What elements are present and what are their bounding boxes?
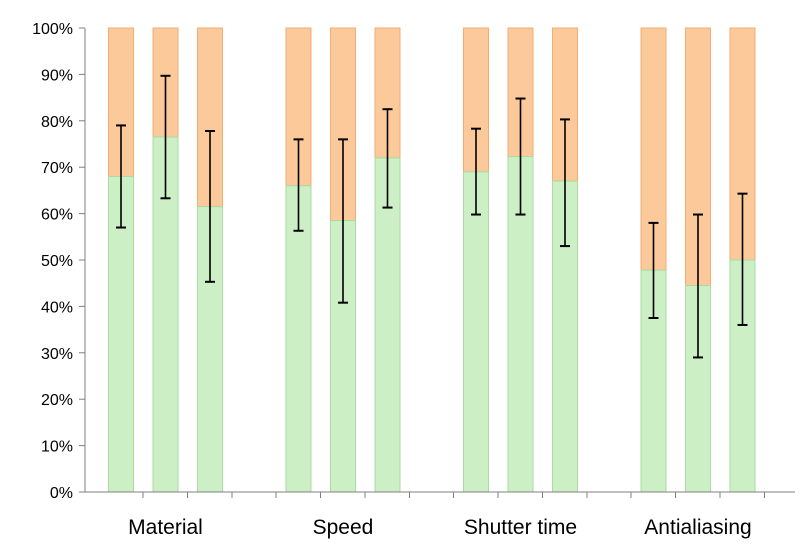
y-tick-label: 70% <box>41 160 73 177</box>
labels: 0% 10% 20% 30% 40% 50% 60% 70% 80% 90% 100% Materia… <box>32 21 752 539</box>
x-category-label: Speed <box>313 516 374 539</box>
x-category-label: Antialiasing <box>644 516 751 539</box>
error-bar <box>338 138 348 304</box>
bar-lower-segment <box>463 171 489 493</box>
error-bar <box>560 118 570 248</box>
y-tick-label: 100% <box>32 21 73 38</box>
error-bar <box>160 74 171 200</box>
bar-lower-segment <box>374 157 401 493</box>
x-category-label: Shutter time <box>464 516 577 539</box>
y-tick-label: 20% <box>41 392 73 409</box>
bar-lower-segment <box>108 175 134 493</box>
y-tick-label: 40% <box>41 299 73 316</box>
error-bar <box>515 97 526 216</box>
y-tick-label: 0% <box>50 485 73 502</box>
error-bar <box>648 221 659 319</box>
y-tick-label: 80% <box>41 114 73 131</box>
bar-lower-segment <box>285 185 312 493</box>
error-bar <box>693 213 703 359</box>
error-bar <box>205 130 215 283</box>
y-tick-label: 50% <box>41 253 73 270</box>
error-bar <box>471 127 481 216</box>
x-category-label: Material <box>128 516 203 539</box>
axes <box>79 27 795 498</box>
y-tick-label: 10% <box>41 439 73 456</box>
plot-area <box>108 27 756 493</box>
y-tick-label: 90% <box>41 67 73 84</box>
error-bar <box>116 124 126 229</box>
error-bar <box>382 108 393 209</box>
y-tick-label: 30% <box>41 346 73 363</box>
error-bar <box>293 138 304 232</box>
error-bar <box>737 192 748 326</box>
y-tick-label: 60% <box>41 207 73 224</box>
